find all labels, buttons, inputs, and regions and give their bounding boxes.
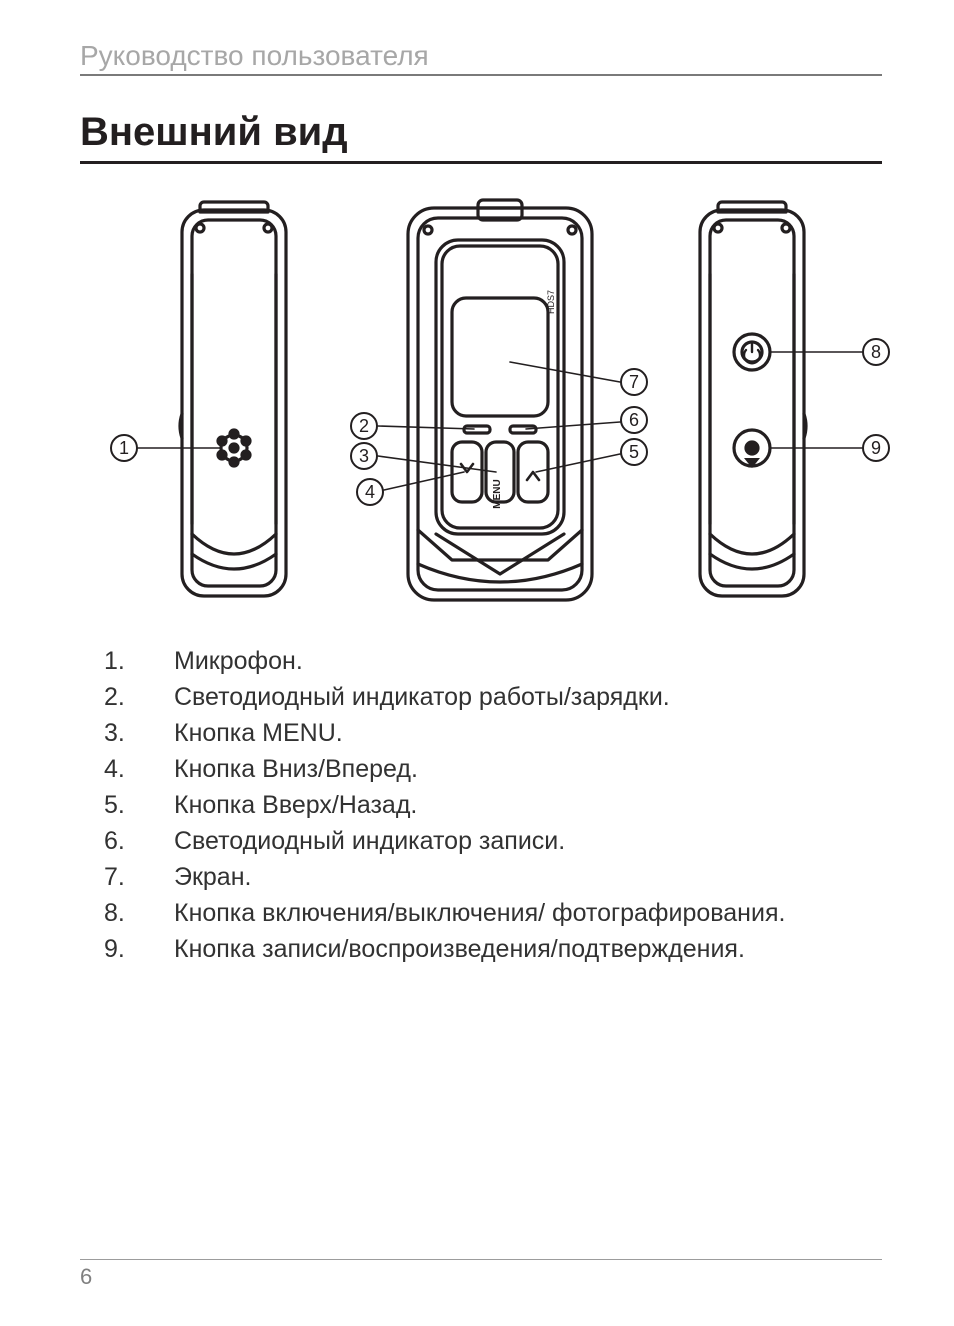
list-item-text: Кнопка записи/воспроизведения/подтвержде… [174,932,882,967]
svg-text:7: 7 [629,372,639,392]
list-item: 8.Кнопка включения/выключения/ фотографи… [104,896,882,931]
callout-7: 7 [510,362,647,395]
list-item-number: 5. [104,788,174,823]
svg-text:1: 1 [119,438,129,458]
callout-9: 9 [770,435,889,461]
callout-4: 4 [357,472,464,505]
device-diagram: HDS7 MENU [80,194,920,614]
svg-text:4: 4 [365,482,375,502]
page-number: 6 [80,1264,92,1289]
led-recording-icon [510,426,536,433]
svg-text:8: 8 [871,342,881,362]
right-side-view [700,202,806,596]
power-button [734,334,770,370]
list-item: 6.Светодиодный индикатор записи. [104,824,882,859]
svg-text:6: 6 [629,410,639,430]
svg-text:5: 5 [629,442,639,462]
list-item-text: Экран. [174,860,882,895]
callout-3: 3 [351,443,496,472]
parts-list: 1.Микрофон.2.Светодиодный индикатор рабо… [104,644,882,968]
svg-text:9: 9 [871,438,881,458]
list-item-number: 9. [104,932,174,967]
list-item-number: 8. [104,896,174,931]
header-label: Руководство пользователя [80,40,882,76]
screen [452,298,548,416]
list-item-number: 3. [104,716,174,751]
list-item-number: 1. [104,644,174,679]
svg-text:3: 3 [359,446,369,466]
page-title: Внешний вид [80,110,882,164]
list-item-number: 7. [104,860,174,895]
list-item-text: Светодиодный индикатор записи. [174,824,882,859]
left-side-view [180,202,286,596]
callout-2: 2 [351,413,474,439]
list-item: 5.Кнопка Вверх/Назад. [104,788,882,823]
list-item-number: 4. [104,752,174,787]
list-item: 3.Кнопка MENU. [104,716,882,751]
callout-8: 8 [770,339,889,365]
callout-1: 1 [111,435,220,461]
list-item: 4.Кнопка Вниз/Вперед. [104,752,882,787]
front-view: HDS7 MENU [408,200,592,600]
brand-text: HDS7 [546,290,556,314]
list-item-text: Кнопка включения/выключения/ фотографиро… [174,896,882,931]
list-item: 1.Микрофон. [104,644,882,679]
list-item-text: Кнопка MENU. [174,716,882,751]
list-item: 9.Кнопка записи/воспроизведения/подтверж… [104,932,882,967]
menu-button-label: MENU [492,479,503,508]
list-item-text: Микрофон. [174,644,882,679]
list-item: 7.Экран. [104,860,882,895]
svg-text:2: 2 [359,416,369,436]
microphone-dots [218,430,250,466]
list-item-text: Кнопка Вверх/Назад. [174,788,882,823]
list-item: 2.Светодиодный индикатор работы/зарядки. [104,680,882,715]
page-footer: 6 [80,1259,882,1290]
list-item-text: Светодиодный индикатор работы/зарядки. [174,680,882,715]
list-item-number: 2. [104,680,174,715]
list-item-number: 6. [104,824,174,859]
record-play-button [734,430,770,468]
list-item-text: Кнопка Вниз/Вперед. [174,752,882,787]
buttons-row: MENU [452,442,548,509]
